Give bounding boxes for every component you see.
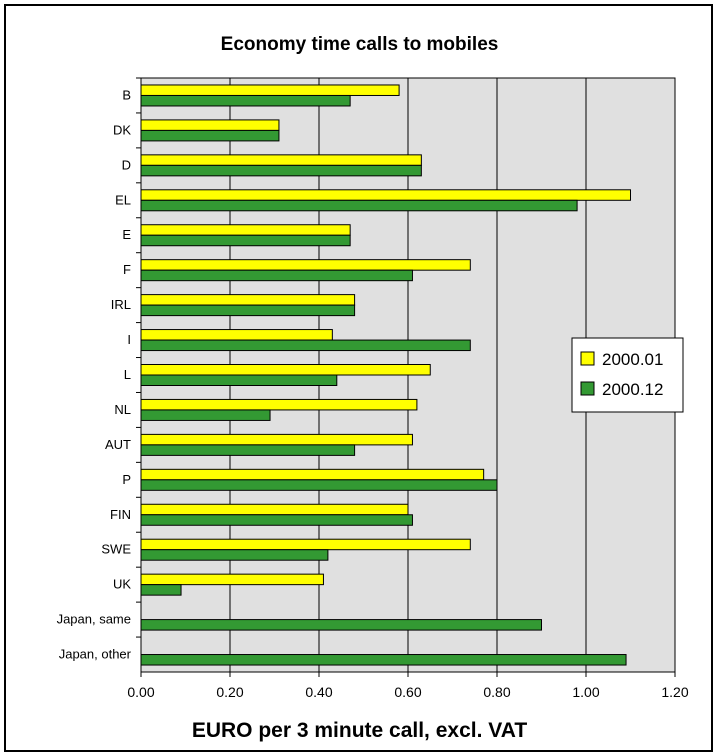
x-tick-label-6: 1.20 (661, 684, 688, 700)
x-tick-label-2: 0.40 (305, 684, 332, 700)
y-tick-label-10: AUT (105, 437, 131, 452)
bar-2000-12-11 (140, 479, 498, 491)
bar-2000-01-13 (140, 538, 471, 551)
chart-title: Economy time calls to mobiles (220, 34, 499, 55)
y-tick-label-15: Japan, same (57, 612, 131, 627)
x-tick-label-5: 1.00 (572, 684, 599, 700)
bar-2000-12-16 (140, 654, 627, 666)
legend-box (571, 337, 684, 413)
bar-2000-12-3 (140, 199, 578, 212)
bar-2000-12-9 (140, 409, 271, 421)
legend-label-0: 2000.01 (602, 350, 663, 369)
bar-2000-01-4 (140, 224, 351, 236)
bar-2000-12-1 (140, 129, 280, 142)
bar-2000-12-14 (140, 584, 182, 596)
bar-2000-12-7 (140, 339, 471, 352)
bar-2000-01-8 (140, 364, 431, 376)
y-tick-label-2: D (122, 157, 131, 172)
bar-2000-12-4 (140, 234, 351, 247)
bar-2000-12-15 (140, 619, 542, 631)
bar-2000-01-14 (140, 573, 324, 586)
bar-2000-01-10 (140, 433, 413, 446)
bar-2000-01-11 (140, 468, 485, 481)
x-axis-title: EURO per 3 minute call, excl. VAT (191, 719, 528, 742)
y-tick-label-3: EL (115, 192, 131, 207)
y-tick-label-8: L (124, 367, 131, 382)
x-tick-label-1: 0.20 (216, 684, 243, 700)
bar-2000-12-12 (140, 514, 413, 526)
bar-2000-12-6 (140, 304, 356, 317)
bar-2000-12-0 (140, 94, 351, 107)
bar-2000-12-10 (140, 444, 356, 456)
bar-2000-12-5 (140, 269, 413, 282)
legend-swatch-1 (580, 381, 595, 396)
bar-2000-01-12 (140, 503, 409, 516)
y-tick-label-4: E (122, 227, 131, 242)
y-tick-label-9: NL (114, 402, 131, 417)
bar-2000-01-9 (140, 398, 418, 411)
y-tick-label-14: UK (113, 577, 131, 592)
y-tick-label-6: IRL (111, 297, 131, 312)
bar-2000-01-3 (140, 189, 631, 201)
bar-2000-12-2 (140, 164, 422, 177)
y-tick-label-5: F (123, 262, 131, 277)
y-tick-label-0: B (122, 87, 131, 102)
y-tick-label-13: SWE (101, 542, 131, 557)
y-tick-label-7: I (127, 332, 131, 347)
bar-2000-01-6 (140, 294, 356, 306)
legend-swatch-0 (580, 351, 595, 366)
bar-2000-01-7 (140, 329, 333, 341)
y-tick-label-1: DK (113, 122, 131, 137)
legend-label-1: 2000.12 (602, 380, 663, 399)
bar-2000-01-5 (140, 259, 471, 271)
y-tick-label-11: P (122, 472, 131, 487)
x-tick-label-4: 0.80 (483, 684, 510, 700)
y-tick-label-16: Japan, other (59, 647, 132, 662)
bar-2000-01-0 (140, 84, 400, 96)
bar-2000-12-8 (140, 374, 338, 386)
x-tick-label-0: 0.00 (127, 684, 154, 700)
bar-2000-01-1 (140, 119, 280, 131)
x-tick-label-3: 0.60 (394, 684, 421, 700)
bar-2000-01-2 (140, 154, 422, 166)
y-tick-label-12: FIN (110, 507, 131, 522)
bar-2000-12-13 (140, 549, 329, 561)
